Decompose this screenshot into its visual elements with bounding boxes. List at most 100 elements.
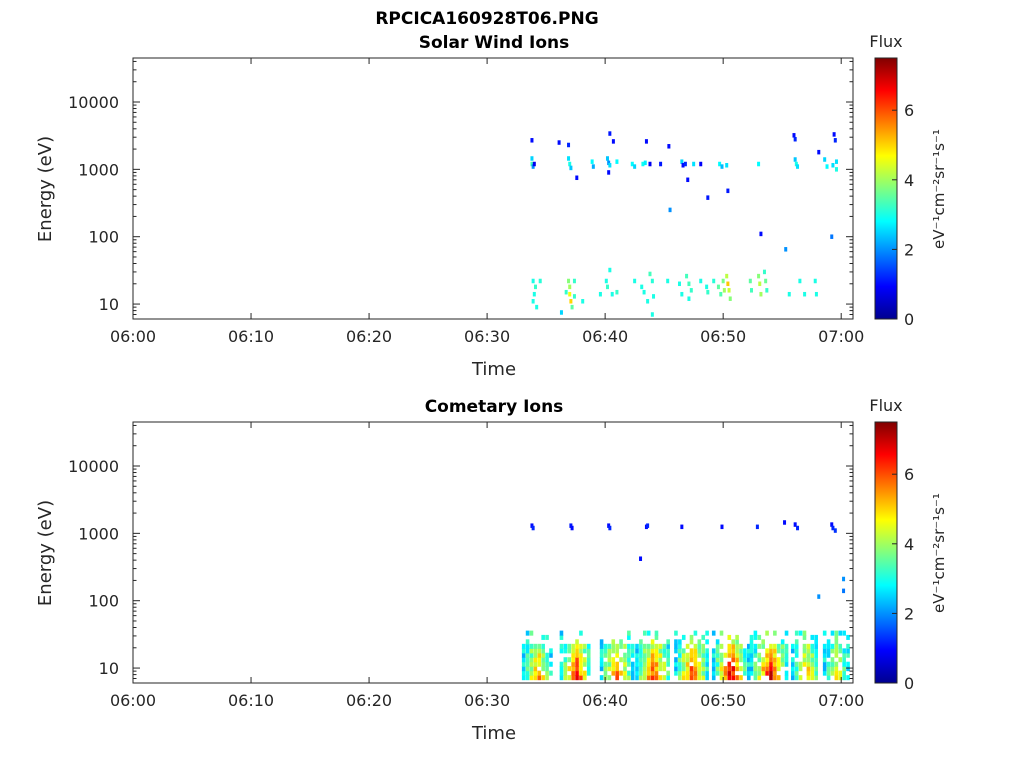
flux-cell <box>749 652 754 658</box>
flux-cell <box>599 648 604 654</box>
flux-cell <box>619 643 623 649</box>
flux-cell <box>832 132 836 137</box>
flux-cell <box>753 675 758 681</box>
flux-cell <box>674 630 678 636</box>
flux-cell <box>559 648 564 654</box>
flux-cell <box>806 666 811 672</box>
flux-cell <box>678 643 682 649</box>
flux-cell <box>798 666 803 672</box>
flux-cell <box>630 652 635 658</box>
flux-cell <box>615 666 619 672</box>
flux-cell <box>802 657 807 663</box>
flux-cell <box>699 278 703 284</box>
flux-cell <box>541 675 545 681</box>
flux-cell <box>563 657 568 663</box>
flux-cell <box>834 643 839 649</box>
flux-cell <box>680 291 684 297</box>
flux-cell <box>579 657 583 663</box>
flux-cell <box>537 661 542 667</box>
flux-cell <box>705 652 709 658</box>
flux-cell <box>575 661 579 667</box>
flux-cell <box>570 525 574 531</box>
flux-cell <box>842 630 846 636</box>
flux-cell <box>822 670 827 676</box>
flux-cell <box>666 639 670 645</box>
flux-cell <box>830 661 835 667</box>
flux-cell <box>575 666 579 672</box>
flux-cell <box>611 639 616 645</box>
flux-cell <box>608 525 612 531</box>
flux-cell <box>802 652 807 658</box>
flux-cell <box>723 666 728 672</box>
flux-cell <box>705 666 709 672</box>
flux-cell <box>814 648 818 654</box>
y-axis-label: Energy (eV) <box>35 500 56 606</box>
flux-cell <box>830 630 835 636</box>
flux-cell <box>830 657 835 663</box>
flux-cell <box>757 675 762 681</box>
heatmap-cells <box>530 131 838 317</box>
flux-cell <box>646 657 651 663</box>
flux-cell <box>765 657 769 663</box>
flux-cell <box>521 661 526 667</box>
y-tick-label: 1000 <box>78 160 119 179</box>
flux-cell <box>755 524 759 530</box>
x-tick-label: 06:00 <box>110 327 156 346</box>
flux-cell <box>579 652 583 658</box>
flux-cell <box>674 670 678 676</box>
flux-cell <box>586 666 591 672</box>
flux-cell <box>794 648 799 654</box>
flux-cell <box>630 161 634 167</box>
flux-cell <box>623 675 627 681</box>
flux-cell <box>831 163 835 168</box>
flux-cell <box>798 661 803 667</box>
flux-cell <box>842 657 846 663</box>
flux-cell <box>630 661 635 667</box>
flux-cell <box>529 630 534 636</box>
flux-cell <box>834 167 838 172</box>
flux-cell <box>761 666 765 672</box>
flux-cell <box>571 661 575 667</box>
x-tick-label: 06:10 <box>228 691 274 710</box>
figure-title: RPCICA160928T06.PNG <box>375 9 598 29</box>
flux-cell <box>530 161 534 167</box>
flux-cell <box>646 675 651 681</box>
flux-cell <box>666 652 670 658</box>
flux-cell <box>798 630 803 636</box>
flux-cell <box>635 666 639 672</box>
flux-cell <box>814 652 818 658</box>
flux-cell <box>608 131 612 136</box>
flux-cell <box>667 144 671 149</box>
flux-cell <box>570 304 574 310</box>
flux-cell <box>545 670 549 676</box>
flux-cell <box>806 661 811 667</box>
flux-cell <box>693 675 698 681</box>
flux-cell <box>802 634 807 640</box>
flux-cell <box>627 648 631 654</box>
colorbar-tick-label: 0 <box>904 674 914 693</box>
flux-cell <box>822 666 827 672</box>
flux-cell <box>686 177 690 183</box>
flux-cell <box>607 170 611 175</box>
flux-cell <box>773 652 777 658</box>
flux-cell <box>683 161 687 167</box>
flux-cell <box>810 675 815 681</box>
flux-cell <box>692 161 696 167</box>
flux-cell <box>753 661 758 667</box>
x-tick-label: 06:20 <box>346 327 392 346</box>
flux-cell <box>650 639 655 645</box>
flux-cell <box>705 648 709 654</box>
flux-cell <box>826 639 831 645</box>
y-tick-label: 100 <box>88 592 119 611</box>
flux-cell <box>689 666 694 672</box>
flux-cell <box>701 657 706 663</box>
flux-cell <box>549 670 553 676</box>
flux-cell <box>814 666 818 672</box>
flux-cell <box>739 657 743 663</box>
flux-cell <box>575 648 579 654</box>
flux-cell <box>838 670 843 676</box>
flux-cell <box>599 639 604 645</box>
x-tick-label: 07:00 <box>818 691 864 710</box>
flux-cell <box>757 643 762 649</box>
flux-cell <box>646 630 651 636</box>
